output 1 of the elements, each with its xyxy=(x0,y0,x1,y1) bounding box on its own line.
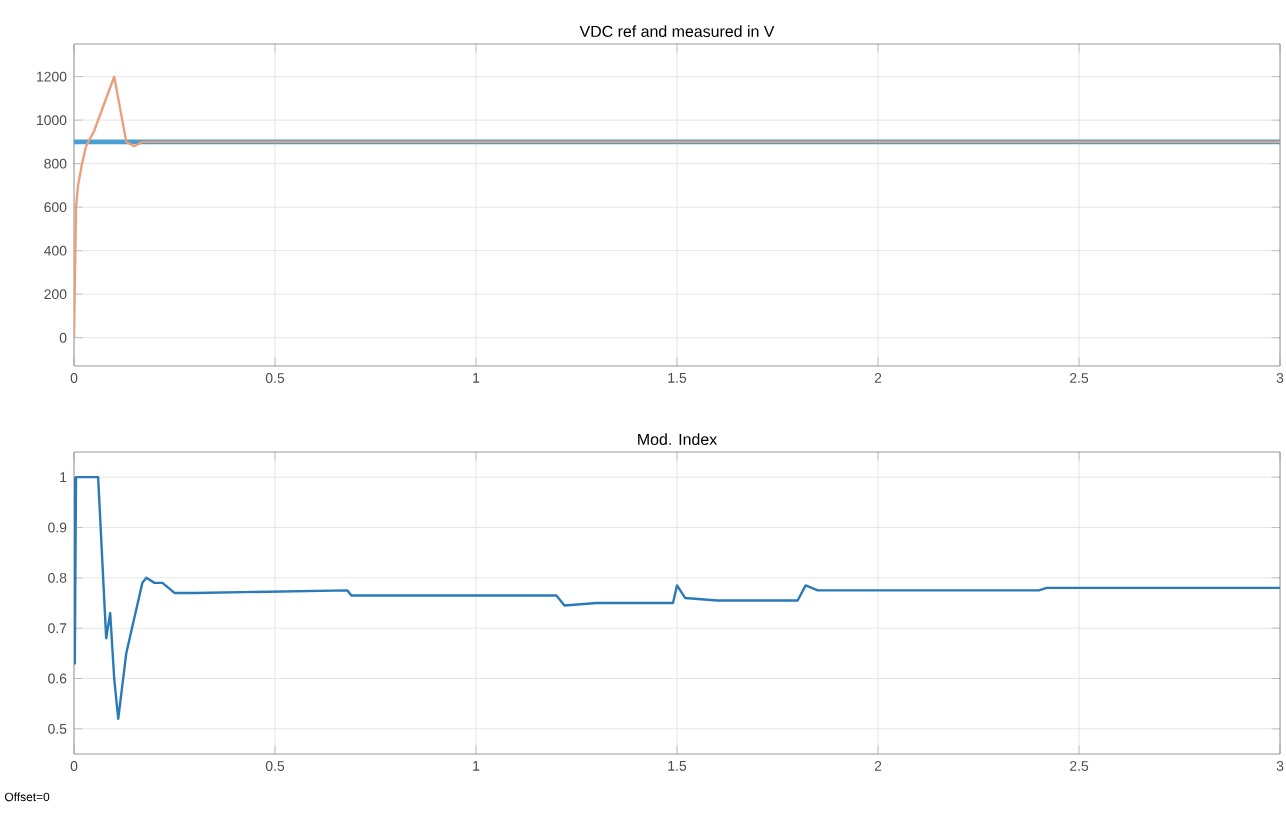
line-series xyxy=(74,475,1281,720)
